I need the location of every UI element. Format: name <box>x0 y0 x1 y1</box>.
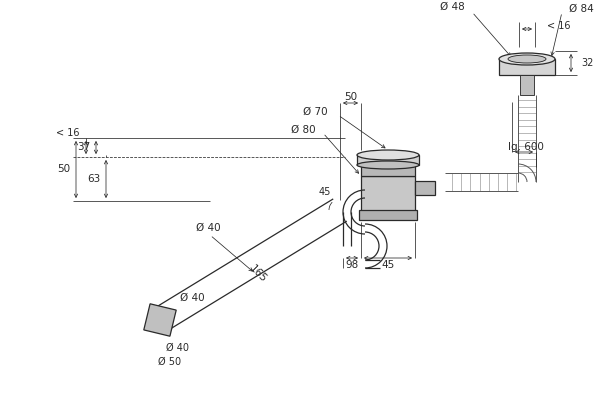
Text: Ø 70: Ø 70 <box>304 107 328 117</box>
Bar <box>415 181 435 195</box>
Text: 50: 50 <box>344 92 357 102</box>
Text: lg. 600: lg. 600 <box>508 142 544 152</box>
Bar <box>359 210 417 220</box>
Text: 45: 45 <box>319 187 331 197</box>
Bar <box>361 164 415 176</box>
Ellipse shape <box>508 55 546 63</box>
Bar <box>357 155 419 165</box>
Ellipse shape <box>357 150 419 160</box>
Text: Ø 40: Ø 40 <box>179 293 205 303</box>
Text: 45: 45 <box>382 260 395 270</box>
Text: Ø 48: Ø 48 <box>440 2 465 12</box>
Text: 50: 50 <box>57 164 70 174</box>
Polygon shape <box>144 304 176 336</box>
Text: 32: 32 <box>581 58 593 68</box>
Text: < 16: < 16 <box>547 21 571 31</box>
Text: Ø 40: Ø 40 <box>196 223 220 233</box>
Text: 37: 37 <box>77 142 90 152</box>
Text: 165: 165 <box>248 263 269 284</box>
Bar <box>361 176 415 212</box>
Text: Ø 80: Ø 80 <box>292 125 316 135</box>
Ellipse shape <box>357 161 419 169</box>
Text: < 16: < 16 <box>56 128 80 138</box>
Text: Ø 40: Ø 40 <box>167 343 190 353</box>
Bar <box>499 59 555 75</box>
Text: 98: 98 <box>346 260 359 270</box>
Text: 63: 63 <box>87 174 100 184</box>
Bar <box>520 75 534 95</box>
Ellipse shape <box>499 53 555 65</box>
Text: Ø 50: Ø 50 <box>158 357 182 367</box>
Text: Ø 84: Ø 84 <box>569 4 594 14</box>
